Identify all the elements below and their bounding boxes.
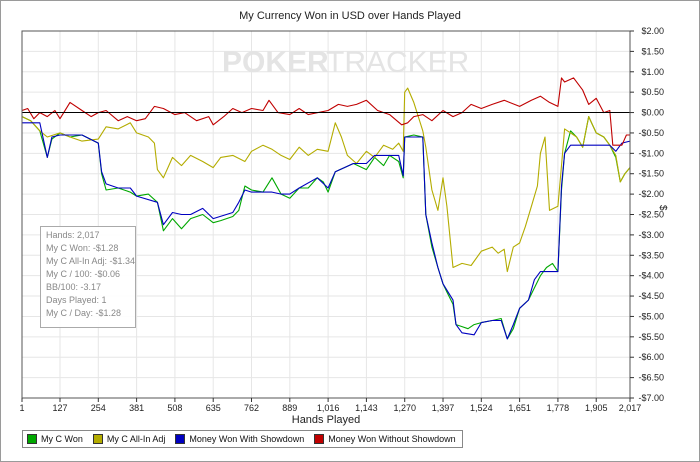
legend-label: My C Won (41, 434, 83, 444)
y-tick-label: -$2.00 (638, 189, 664, 199)
y-tick-label: $1.00 (641, 67, 664, 77)
stat-allin-adj: My C All-In Adj: -$1.34 (46, 256, 136, 266)
x-tick-label: 508 (167, 403, 182, 413)
legend-swatch (314, 434, 325, 444)
y-tick-label: -$0.50 (638, 128, 664, 138)
y-tick-label: -$2.50 (638, 210, 664, 220)
x-tick-label: 762 (244, 403, 259, 413)
legend-swatch (175, 434, 186, 444)
legend-item-all-in-adj[interactable]: My C All-In Adj (92, 434, 166, 444)
legend-swatch (92, 434, 103, 444)
series-line-my-c-won (21, 116, 631, 340)
stat-hands: Hands: 2,017 (46, 230, 100, 240)
series-line-money-won-with-showdown (22, 122, 631, 340)
x-tick-label: 1,397 (432, 403, 455, 413)
x-tick-label: 1,905 (585, 403, 608, 413)
x-tick-label: 1 (19, 403, 24, 413)
legend-item-my-c-won[interactable]: My C Won (27, 434, 83, 444)
y-tick-label: -$1.00 (638, 148, 664, 158)
stat-per-100: My C / 100: -$0.06 (46, 269, 121, 279)
legend-label: Money Won Without Showdown (328, 434, 456, 444)
y-tick-label: $0.00 (641, 108, 664, 118)
y-tick-label: $1.50 (641, 46, 664, 56)
stat-days-played: Days Played: 1 (46, 295, 107, 305)
series-lines (21, 77, 631, 340)
chart-title: My Currency Won in USD over Hands Played (239, 10, 461, 22)
x-tick-label: 127 (52, 403, 67, 413)
x-tick-label: 1,651 (508, 403, 531, 413)
x-tick-label: 254 (91, 403, 106, 413)
axes: 1 127 254 381 508 635 762 889 1,016 1,143 1,270 1,3… (19, 26, 664, 413)
legend-item-with-showdown[interactable]: Money Won With Showdown (175, 434, 304, 444)
y-tick-label: -$5.00 (638, 311, 664, 321)
y-axis-label: $ (657, 205, 668, 211)
grid-lines (21, 30, 631, 399)
y-tick-label: -$6.50 (638, 373, 664, 383)
x-tick-label: 2,017 (619, 403, 642, 413)
series-line-money-won-without-showdown (21, 77, 630, 146)
y-tick-label: -$3.00 (638, 230, 664, 240)
x-tick-label: 1,016 (317, 403, 340, 413)
legend-label: Money Won With Showdown (189, 434, 305, 444)
x-tick-label: 1,778 (547, 403, 570, 413)
y-tick-label: -$3.50 (638, 250, 664, 260)
legend-item-without-showdown[interactable]: Money Won Without Showdown (314, 434, 456, 444)
x-tick-label: 381 (129, 403, 144, 413)
stat-per-day: My C / Day: -$1.28 (46, 308, 122, 318)
y-tick-label: $2.00 (641, 26, 664, 36)
stats-box: Hands: 2,017 My C Won: -$1.28 My C All-I… (40, 226, 136, 328)
y-tick-label: -$7.00 (638, 393, 664, 403)
y-tick-label: -$6.00 (638, 352, 664, 362)
x-tick-label: 889 (282, 403, 297, 413)
stat-bb-100: BB/100: -3.17 (46, 282, 102, 292)
y-tick-label: -$5.50 (638, 332, 664, 342)
legend-label: My C All-In Adj (106, 434, 166, 444)
watermark-tracker: TRACKER (326, 46, 469, 79)
series-line-my-c-all-in-adj (21, 87, 631, 273)
stat-won: My C Won: -$1.28 (46, 243, 119, 253)
x-axis-label: Hands Played (291, 414, 361, 426)
x-tick-label: 1,270 (393, 403, 416, 413)
legend-swatch (27, 434, 37, 444)
y-tick-label: -$4.50 (638, 291, 664, 301)
y-tick-label: -$4.00 (638, 271, 664, 281)
x-tick-label: 635 (206, 403, 221, 413)
x-tick-label: 1,524 (470, 403, 493, 413)
y-tick-label: $0.50 (641, 87, 664, 97)
y-tick-label: -$1.50 (638, 169, 664, 179)
chart-legend: My C Won My C All-In Adj Money Won With … (22, 430, 463, 448)
x-tick-label: 1,143 (355, 403, 378, 413)
watermark-poker: POKER (222, 46, 329, 79)
